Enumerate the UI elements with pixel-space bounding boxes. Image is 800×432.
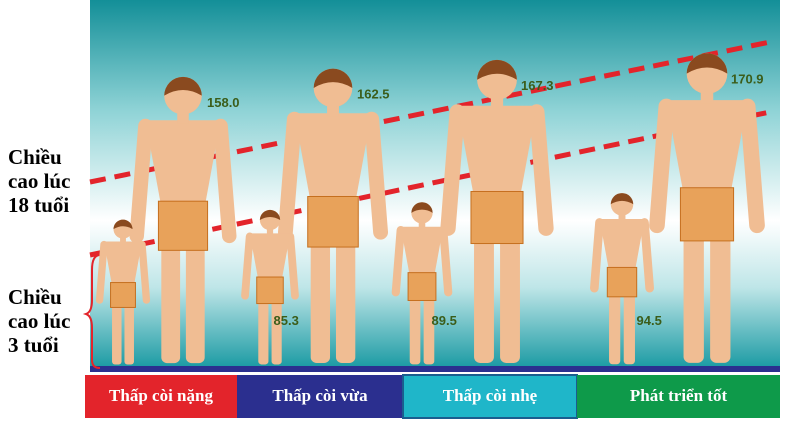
figure	[649, 53, 765, 363]
hair	[686, 53, 728, 74]
hair	[113, 219, 133, 230]
figure	[95, 219, 151, 365]
neck	[266, 227, 274, 235]
arm	[364, 111, 389, 240]
neck	[177, 108, 189, 124]
arm	[213, 118, 237, 244]
shorts	[110, 282, 136, 308]
category-box	[577, 375, 780, 418]
shorts	[470, 190, 524, 245]
ground	[90, 366, 780, 372]
arm	[739, 98, 765, 234]
hair	[610, 193, 634, 205]
torso	[249, 233, 291, 281]
leg	[161, 235, 181, 364]
value-label: 158.0	[207, 95, 240, 110]
leg	[112, 300, 122, 365]
category-label: Thấp còi nhẹ	[443, 386, 538, 405]
category-box	[237, 375, 403, 418]
arm	[440, 104, 465, 236]
category-box	[402, 374, 578, 419]
leg	[271, 295, 282, 365]
arm	[95, 240, 108, 304]
torso	[457, 105, 537, 198]
category-label: Phát triển tốt	[630, 386, 728, 405]
neck	[618, 212, 626, 221]
shorts	[256, 276, 284, 305]
shorts	[157, 200, 209, 251]
leg	[310, 232, 331, 364]
arm	[277, 111, 302, 240]
arm	[640, 218, 654, 293]
leg	[683, 225, 704, 363]
arm	[590, 218, 604, 293]
series-label: Chiều cao lúc 18 tuổi	[8, 145, 71, 217]
arm	[286, 232, 299, 300]
torso	[294, 113, 372, 203]
leg	[409, 292, 421, 365]
arm	[129, 118, 153, 244]
arm	[138, 240, 151, 304]
value-label: 167.3	[521, 78, 554, 93]
torso	[666, 100, 748, 194]
shorts	[606, 266, 638, 298]
hair	[164, 76, 202, 96]
arm	[391, 225, 405, 297]
series-label: Chiều cao lúc 3 tuổi	[8, 285, 71, 357]
category-label: Thấp còi nặng	[109, 386, 213, 405]
arm	[241, 232, 254, 300]
hair	[313, 68, 353, 88]
hair	[477, 59, 517, 80]
value-label: 89.5	[432, 313, 457, 328]
hair	[411, 202, 433, 213]
leg	[623, 288, 635, 365]
torso	[145, 120, 221, 207]
leg	[124, 300, 134, 365]
torso	[599, 219, 645, 271]
leg	[500, 228, 520, 363]
neck	[327, 101, 339, 117]
arm	[439, 225, 453, 297]
category-box	[85, 375, 237, 418]
neck	[418, 220, 426, 229]
shorts	[307, 195, 359, 248]
arm	[649, 98, 675, 234]
leg	[423, 292, 435, 365]
arm	[529, 104, 554, 236]
figure	[391, 202, 453, 365]
value-label: 170.9	[731, 71, 764, 86]
brace	[82, 254, 101, 369]
leg	[185, 235, 205, 364]
value-label: 162.5	[357, 87, 390, 102]
leg	[609, 288, 621, 365]
figure	[590, 193, 654, 365]
figure	[277, 68, 389, 364]
torso	[400, 226, 444, 276]
leg	[335, 232, 356, 364]
category-label: Thấp còi vừa	[272, 386, 368, 405]
figure	[241, 209, 299, 365]
leg	[710, 225, 731, 363]
hair	[259, 209, 281, 221]
neck	[120, 235, 126, 244]
shorts	[407, 272, 437, 301]
leg	[258, 295, 269, 365]
torso	[103, 241, 143, 286]
figure	[440, 59, 554, 363]
value-label: 85.3	[274, 313, 299, 328]
shorts	[679, 187, 735, 242]
figure	[129, 76, 237, 364]
value-label: 94.5	[637, 313, 662, 328]
leg	[474, 228, 494, 363]
